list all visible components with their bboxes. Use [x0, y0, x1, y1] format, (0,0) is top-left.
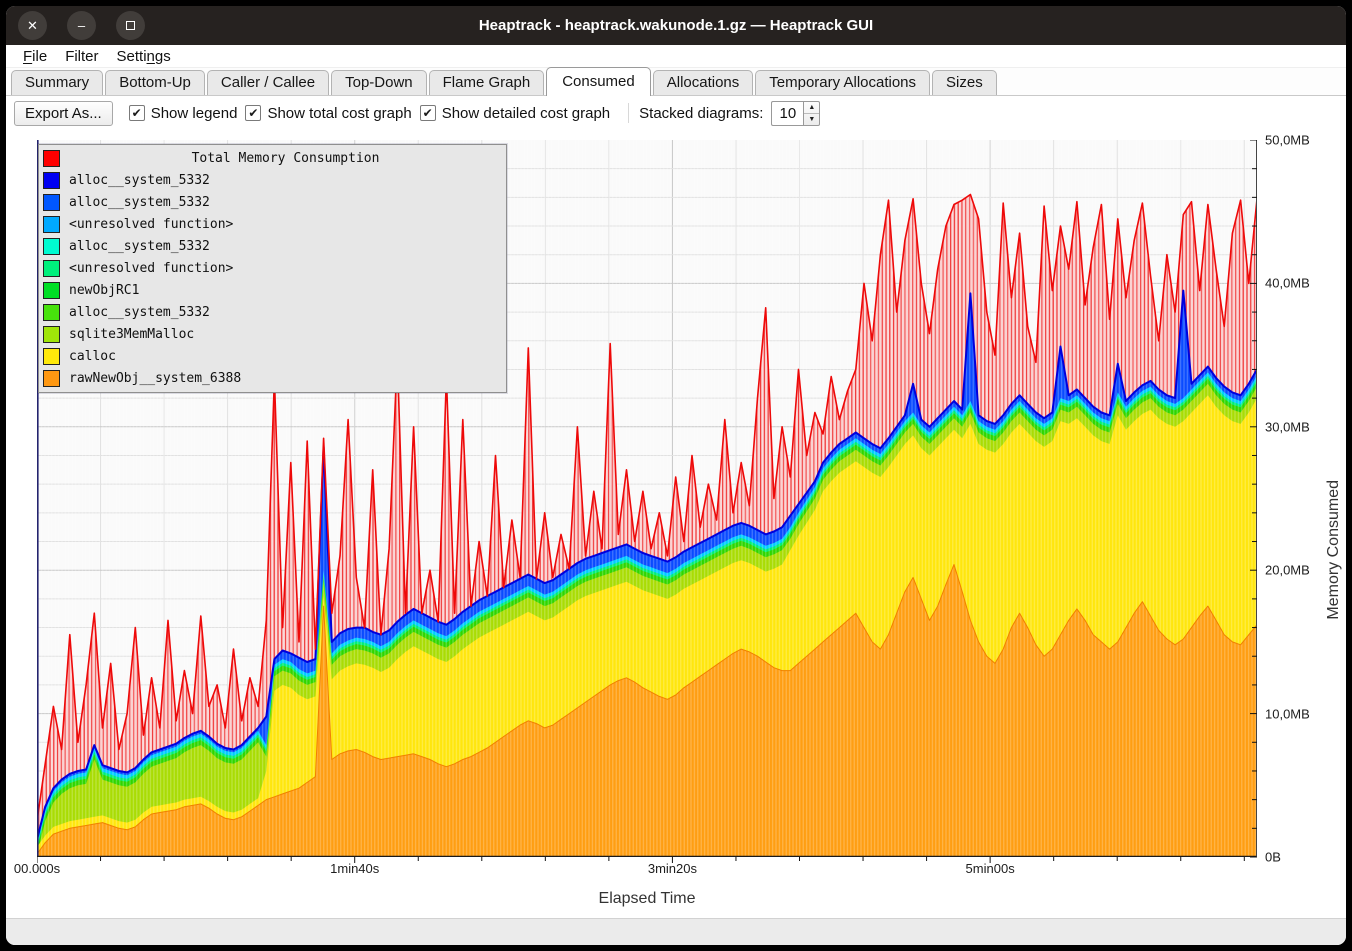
legend-swatch-icon	[43, 369, 60, 387]
legend-label: newObjRC1	[69, 282, 140, 298]
tab-summary[interactable]: Summary	[11, 70, 104, 95]
legend-label: Total Memory Consumption	[191, 150, 380, 166]
chart-region: Total Memory Consumption alloc__system_53…	[6, 130, 1346, 918]
legend-swatch-icon	[43, 215, 60, 233]
checkbox-label: Show legend	[150, 104, 238, 122]
menu-file[interactable]: File	[23, 47, 48, 65]
x-tick-label: 00.000s	[13, 861, 61, 876]
legend-item: newObjRC1	[43, 279, 502, 301]
checkbox-group-show-legend[interactable]: ✔ Show legend	[128, 104, 238, 122]
x-tick-label: 3min20s	[647, 861, 697, 876]
legend-label: rawNewObj__system_6388	[69, 370, 242, 386]
stacked-diagrams-spinner[interactable]: 10 ▲ ▼	[771, 100, 821, 126]
legend-swatch-icon	[43, 193, 60, 211]
legend-item: sqlite3MemMalloc	[43, 323, 502, 345]
checkbox-icon[interactable]: ✔	[419, 105, 436, 121]
title-bar: ✕ – Heaptrack - heaptrack.wakunode.1.gz …	[6, 6, 1346, 45]
legend-item: alloc__system_5332	[43, 191, 502, 213]
tab-allocations[interactable]: Allocations	[652, 70, 754, 95]
checkbox-group-show-detailed-cost-graph[interactable]: ✔ Show detailed cost graph	[419, 104, 611, 122]
legend-item: alloc__system_5332	[43, 169, 502, 191]
tab-top-down[interactable]: Top-Down	[331, 70, 427, 95]
legend-item: alloc__system_5332	[43, 301, 502, 323]
legend-swatch-icon	[43, 281, 60, 299]
export-as-button[interactable]: Export As...	[14, 100, 113, 126]
toolbar: Export As... ✔ Show legend ✔ Show total cos…	[6, 96, 1346, 130]
tab-bar: Summary Bottom-Up Caller / Callee Top-Down F…	[6, 67, 1346, 96]
checkbox-icon[interactable]: ✔	[128, 105, 145, 121]
checkbox-icon[interactable]: ✔	[245, 105, 262, 121]
spinner-down-icon[interactable]: ▼	[808, 115, 816, 123]
y-tick-label: 50,0MB	[1265, 132, 1310, 148]
tab-flame-graph[interactable]: Flame Graph	[428, 70, 545, 95]
y-tick-label: 30,0MB	[1265, 419, 1310, 435]
close-icon: ✕	[27, 17, 38, 33]
stacked-diagrams-label: Stacked diagrams:	[639, 104, 764, 122]
legend-item: rawNewObj__system_6388	[43, 367, 502, 389]
legend-swatch-icon	[43, 303, 60, 321]
toolbar-separator	[628, 103, 630, 123]
tab-bottom-up[interactable]: Bottom-Up	[105, 70, 205, 95]
y-tick-label: 0B	[1265, 849, 1281, 865]
legend-title-row: Total Memory Consumption	[43, 147, 502, 169]
spinner-up-icon[interactable]: ▲	[804, 102, 820, 114]
legend-label: alloc__system_5332	[69, 238, 210, 254]
maximize-icon	[126, 21, 135, 30]
legend-swatch-icon	[43, 149, 60, 167]
legend-swatch-icon	[43, 259, 60, 277]
plot-area: Total Memory Consumption alloc__system_53…	[37, 140, 1257, 863]
memory-consumption-chart[interactable]	[37, 140, 1257, 864]
menu-filter[interactable]: Filter	[65, 47, 99, 65]
legend-item: calloc	[43, 345, 502, 367]
minimize-button[interactable]: –	[67, 11, 96, 40]
status-bar	[6, 918, 1346, 945]
close-button[interactable]: ✕	[18, 11, 47, 40]
stacked-diagrams-value[interactable]: 10	[771, 100, 804, 126]
legend-swatch-icon	[43, 325, 60, 343]
maximize-button[interactable]	[116, 11, 145, 40]
legend-label: <unresolved function>	[69, 260, 234, 276]
tab-consumed[interactable]: Consumed	[546, 67, 651, 96]
legend-label: calloc	[69, 348, 116, 364]
window-title: Heaptrack - heaptrack.wakunode.1.gz — He…	[478, 17, 874, 34]
checkbox-group-show-total-cost-graph[interactable]: ✔ Show total cost graph	[245, 104, 412, 122]
menu-bar: File Filter Settings	[6, 45, 1346, 68]
checkbox-label: Show detailed cost graph	[441, 104, 611, 122]
x-tick-label: 1min40s	[330, 861, 380, 876]
legend-item: alloc__system_5332	[43, 235, 502, 257]
checkbox-label: Show total cost graph	[267, 104, 412, 122]
x-tick-label: 5min00s	[965, 861, 1015, 876]
legend-label: alloc__system_5332	[69, 172, 210, 188]
chart-legend: Total Memory Consumption alloc__system_53…	[38, 144, 507, 393]
x-axis-title: Elapsed Time	[598, 890, 696, 907]
tab-sizes[interactable]: Sizes	[932, 70, 997, 95]
legend-label: <unresolved function>	[69, 216, 234, 232]
minimize-icon: –	[77, 18, 86, 33]
legend-label: sqlite3MemMalloc	[69, 326, 195, 342]
legend-swatch-icon	[43, 347, 60, 365]
legend-swatch-icon	[43, 237, 60, 255]
tab-temporary-allocations[interactable]: Temporary Allocations	[755, 70, 931, 95]
app-window: ✕ – Heaptrack - heaptrack.wakunode.1.gz …	[6, 6, 1346, 945]
y-tick-label: 10,0MB	[1265, 706, 1310, 722]
menu-settings[interactable]: Settings	[116, 47, 171, 65]
legend-label: alloc__system_5332	[69, 304, 210, 320]
legend-item: <unresolved function>	[43, 257, 502, 279]
tab-caller-callee[interactable]: Caller / Callee	[206, 70, 330, 95]
legend-item: <unresolved function>	[43, 213, 502, 235]
y-axis-title: Memory Consumed	[1325, 480, 1342, 620]
legend-label: alloc__system_5332	[69, 194, 210, 210]
y-tick-label: 40,0MB	[1265, 275, 1310, 291]
legend-swatch-icon	[43, 171, 60, 189]
y-tick-label: 20,0MB	[1265, 562, 1310, 578]
